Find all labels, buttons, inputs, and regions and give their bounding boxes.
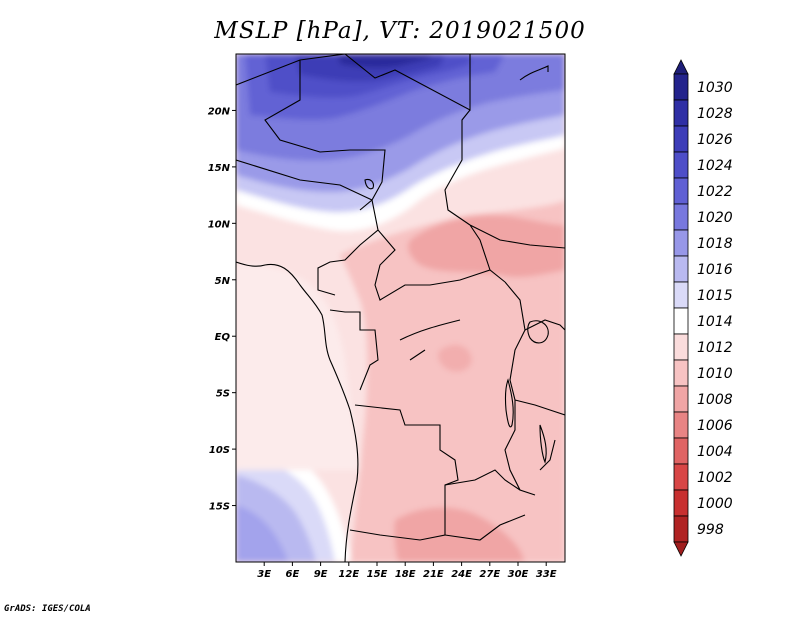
colorbar-label: 1030 xyxy=(697,80,733,96)
plot-title: MSLP [hPa], VT: 2019021500 xyxy=(214,18,586,44)
colorbar-label: 1010 xyxy=(697,366,733,382)
colorbar-swatch xyxy=(673,411,689,439)
lat-tick-label: 15S xyxy=(209,502,230,513)
coastline xyxy=(236,261,359,562)
colorbar-swatch xyxy=(673,255,689,283)
lat-tick-label: 5N xyxy=(215,276,231,287)
colorbar-swatch xyxy=(673,359,689,387)
lat-tick-label: EQ xyxy=(215,332,231,343)
colorbar-label: 1002 xyxy=(697,470,733,486)
lat-tick-label: 15N xyxy=(208,163,231,174)
colorbar-label: 1008 xyxy=(697,392,733,408)
colorbar-label: 1014 xyxy=(697,314,733,330)
lake-malawi xyxy=(539,424,547,464)
border-car xyxy=(374,229,506,301)
lon-tick-label: 3E xyxy=(257,569,271,580)
colorbar-swatch xyxy=(673,385,689,413)
lon-tick-label: 18E xyxy=(395,569,416,580)
colorbar-swatch xyxy=(673,203,689,231)
colorbar: 1030 1028 1026 1024 1022 1020 1018 1016 1015 1014… xyxy=(673,59,733,557)
contour-1008-car xyxy=(408,215,565,278)
colorbar-swatch xyxy=(673,437,689,465)
colorbar-label: 1028 xyxy=(697,106,733,122)
colorbar-swatch xyxy=(673,463,689,491)
border-zambia xyxy=(444,469,526,541)
lon-tick-label: 30E xyxy=(508,569,529,580)
colorbar-label: 1012 xyxy=(697,340,733,356)
colorbar-swatch xyxy=(673,99,689,127)
contour-1012-west xyxy=(236,264,360,470)
lake-chad xyxy=(364,178,374,190)
contour-1008-spot xyxy=(437,344,472,372)
lake-victoria xyxy=(527,320,549,344)
contour-1028-north xyxy=(338,54,432,69)
colorbar-label: 1004 xyxy=(697,444,733,460)
lon-tick-label: 21E xyxy=(423,569,444,580)
lon-tick-label: 24E xyxy=(451,569,472,580)
colorbar-label: 1000 xyxy=(697,496,733,512)
colorbar-swatch xyxy=(673,515,689,543)
lon-tick-label: 15E xyxy=(367,569,388,580)
colorbar-swatch xyxy=(673,229,689,257)
border-east xyxy=(514,319,565,471)
river-congo xyxy=(399,319,461,361)
lat-tick-label: 10N xyxy=(208,219,231,230)
border-sahel xyxy=(236,109,471,226)
colorbar-label: 1024 xyxy=(697,158,733,174)
colorbar-label: 1015 xyxy=(697,288,733,304)
border-congo xyxy=(329,309,379,391)
colorbar-swatch xyxy=(673,151,689,179)
colorbar-label: 998 xyxy=(697,522,724,538)
colorbar-label: 1006 xyxy=(697,418,733,434)
colorbar-swatch xyxy=(673,333,689,361)
colorbar-swatch xyxy=(673,73,689,101)
colorbar-label: 1022 xyxy=(697,184,733,200)
colorbar-swatch xyxy=(673,307,689,335)
lon-tick-label: 33E xyxy=(536,569,557,580)
colorbar-bottom-arrow xyxy=(673,541,689,557)
colorbar-label: 1018 xyxy=(697,236,733,252)
colorbar-swatch xyxy=(673,177,689,205)
lon-tick-label: 9E xyxy=(314,569,328,580)
red-sea xyxy=(519,65,549,81)
lon-tick-label: 12E xyxy=(338,569,359,580)
border-north xyxy=(236,54,471,211)
lon-axis: 3E 6E 9E 12E 15E 18E 21E 24E 27E 30E 33E xyxy=(257,562,557,580)
plot-frame xyxy=(235,53,566,563)
contour-1008-south xyxy=(394,507,525,562)
colorbar-swatch xyxy=(673,281,689,309)
lake-tanganyika xyxy=(504,378,514,428)
colorbar-swatch xyxy=(673,125,689,153)
contour-1018-sw xyxy=(236,505,288,562)
colorbar-label: 1016 xyxy=(697,262,733,278)
colorbar-swatch xyxy=(673,489,689,517)
colorbar-top-arrow xyxy=(673,59,689,75)
border-cameroon xyxy=(317,199,379,296)
colorbar-label: 1020 xyxy=(697,210,733,226)
border-angola xyxy=(349,404,459,541)
lat-tick-label: 20N xyxy=(208,106,231,117)
grads-credit: GrADS: IGES/COLA xyxy=(4,604,91,614)
boundaries xyxy=(236,54,565,562)
lat-axis: 20N 15N 10N 5N EQ 5S 10S 15S xyxy=(208,106,236,513)
border-sudan xyxy=(469,224,565,271)
lat-tick-label: 5S xyxy=(216,389,230,400)
lon-tick-label: 27E xyxy=(479,569,500,580)
lat-tick-label: 10S xyxy=(209,445,230,456)
pressure-field xyxy=(236,54,565,562)
lon-tick-label: 6E xyxy=(286,569,300,580)
colorbar-label: 1026 xyxy=(697,132,733,148)
